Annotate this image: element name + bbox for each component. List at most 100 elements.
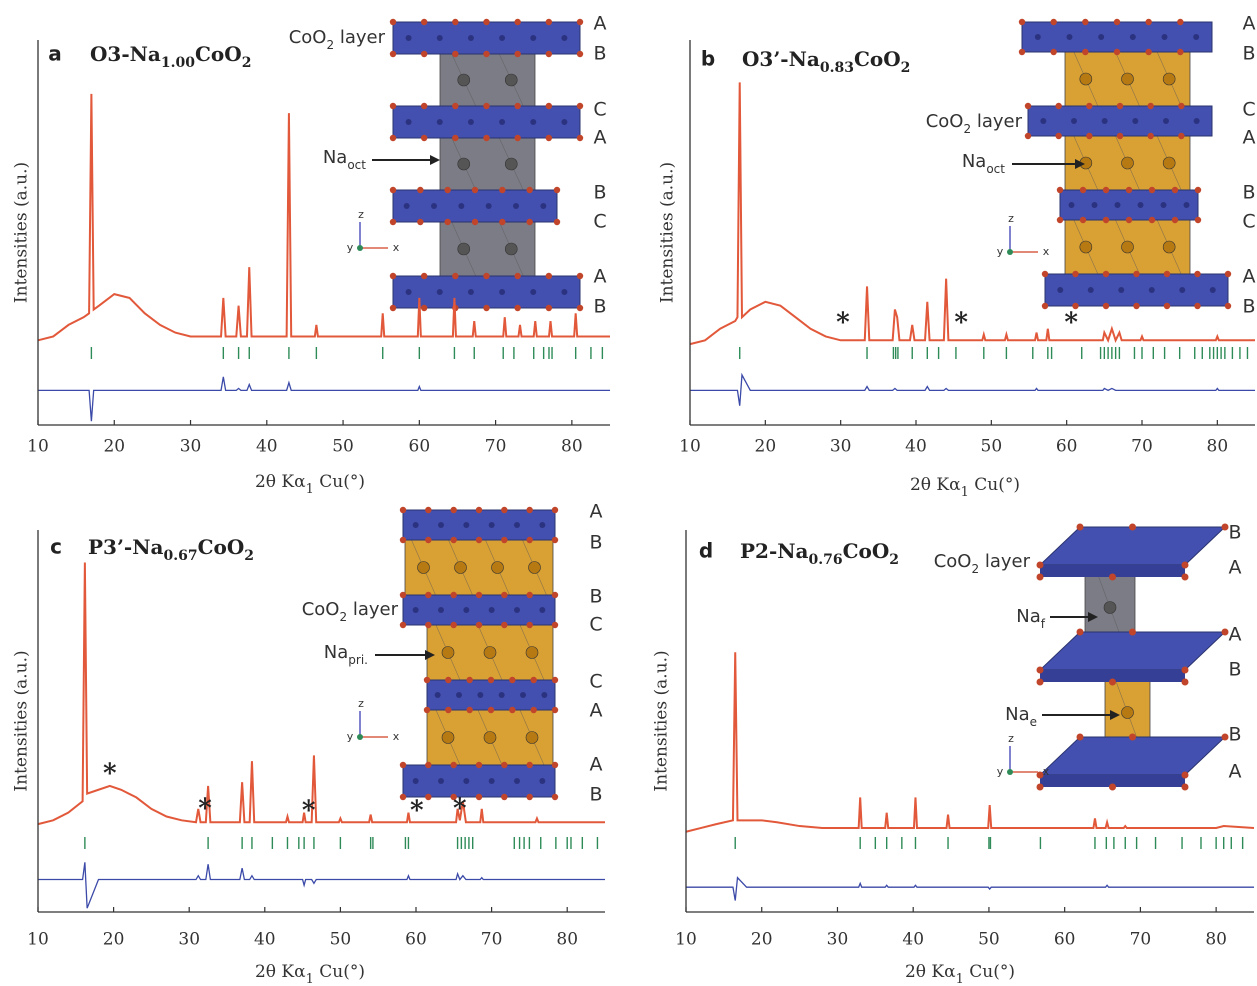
co-atom xyxy=(1161,202,1167,208)
x-tick-label: 60 xyxy=(1054,930,1076,950)
o-atom xyxy=(1114,49,1120,55)
na-atom xyxy=(1122,73,1134,85)
o-atom xyxy=(421,51,427,57)
axis-x-label: x xyxy=(393,241,400,254)
chart-title-part: 2 xyxy=(901,60,911,76)
o-atom xyxy=(1042,303,1048,309)
coo2-layer xyxy=(403,510,555,540)
co-atom xyxy=(437,289,443,295)
o-atom xyxy=(552,592,558,598)
o-atom xyxy=(1082,19,1088,25)
o-atom xyxy=(1129,524,1136,531)
o-atom xyxy=(546,273,552,279)
o-atom xyxy=(1055,103,1061,109)
chart-title-part: P2-Na xyxy=(740,539,809,563)
x-tick-label: 50 xyxy=(330,930,352,950)
coo2-layer xyxy=(403,595,555,625)
o-atom xyxy=(501,622,507,628)
o-atom xyxy=(526,187,532,193)
co-atom xyxy=(563,692,569,698)
na-atom xyxy=(418,562,430,574)
co-atom xyxy=(530,289,536,295)
stacking-letter: B xyxy=(589,784,602,806)
co-atom xyxy=(468,289,474,295)
o-atom xyxy=(421,305,427,311)
o-atom xyxy=(1117,133,1123,139)
co-atom xyxy=(489,607,495,613)
o-atom xyxy=(425,592,431,598)
o-atom xyxy=(452,103,458,109)
pattern-line xyxy=(38,862,605,908)
o-atom xyxy=(509,677,515,683)
co-atom xyxy=(561,35,567,41)
o-atom xyxy=(390,19,396,25)
x-tick-label: 20 xyxy=(103,930,125,950)
co-atom xyxy=(565,778,571,784)
co-atom xyxy=(514,778,520,784)
o-atom xyxy=(450,537,456,543)
o-atom xyxy=(421,273,427,279)
coo2-layer xyxy=(1040,737,1225,775)
stacking-letter: A xyxy=(590,700,603,722)
o-atom xyxy=(1037,784,1044,791)
o-atom xyxy=(424,707,430,713)
o-atom xyxy=(1025,133,1031,139)
stacking-letter: B xyxy=(589,586,602,608)
x-tick-label: 40 xyxy=(902,930,924,950)
o-atom xyxy=(1037,679,1044,686)
stacking-letter: C xyxy=(1242,99,1255,121)
x-axis-title-part: Cu(°) xyxy=(969,475,1020,495)
na-atom xyxy=(442,732,454,744)
o-atom xyxy=(552,707,558,713)
stacking-letter: B xyxy=(1242,43,1255,65)
x-axis-title: 2θ Kα1 Cu(°) xyxy=(255,962,365,986)
o-atom xyxy=(1129,629,1136,636)
x-tick-label: 50 xyxy=(332,437,354,457)
o-atom xyxy=(483,135,489,141)
o-atom xyxy=(483,51,489,57)
o-atom xyxy=(1164,303,1170,309)
site-arrowhead xyxy=(430,155,440,165)
o-atom xyxy=(1109,679,1116,686)
o-atom xyxy=(452,51,458,57)
o-atom xyxy=(425,794,431,800)
o-atom xyxy=(1080,187,1086,193)
o-atom xyxy=(1133,271,1139,277)
co-atom xyxy=(486,203,492,209)
o-atom xyxy=(552,762,558,768)
chart-title-part: P3’-Na xyxy=(88,535,164,559)
co-atom xyxy=(1092,202,1098,208)
o-atom xyxy=(1177,19,1183,25)
co-atom xyxy=(413,778,419,784)
o-atom xyxy=(466,677,472,683)
x-tick-label: 30 xyxy=(178,930,200,950)
o-atom xyxy=(421,19,427,25)
o-atom xyxy=(1195,187,1201,193)
site-label-part: oct xyxy=(986,162,1005,176)
y-axis-title: Intensities (a.u.) xyxy=(12,162,32,303)
o-atom xyxy=(1133,303,1139,309)
chart-title-part: 2 xyxy=(889,552,899,568)
co-atom xyxy=(540,203,546,209)
o-atom xyxy=(526,537,532,543)
o-atom xyxy=(1109,574,1116,581)
o-atom xyxy=(499,187,505,193)
o-atom xyxy=(552,622,558,628)
co-atom xyxy=(561,289,567,295)
coo2-layer xyxy=(1060,190,1198,220)
o-atom xyxy=(1194,303,1200,309)
co-atom xyxy=(593,35,599,41)
o-atom xyxy=(501,592,507,598)
site-label-part: f xyxy=(1041,617,1046,631)
o-atom xyxy=(526,622,532,628)
stacking-letter: B xyxy=(593,43,606,65)
x-axis-title-part: 2θ Kα xyxy=(910,475,961,495)
o-atom xyxy=(425,507,431,513)
stacking-letter: C xyxy=(593,211,606,233)
o-atom xyxy=(450,507,456,513)
site-label: Nae xyxy=(1005,704,1037,729)
y-axis-title: Intensities (a.u.) xyxy=(652,650,672,791)
coo2-layer xyxy=(1028,106,1212,136)
x-axis-title-part: Cu(°) xyxy=(314,472,365,492)
o-atom xyxy=(1147,133,1153,139)
